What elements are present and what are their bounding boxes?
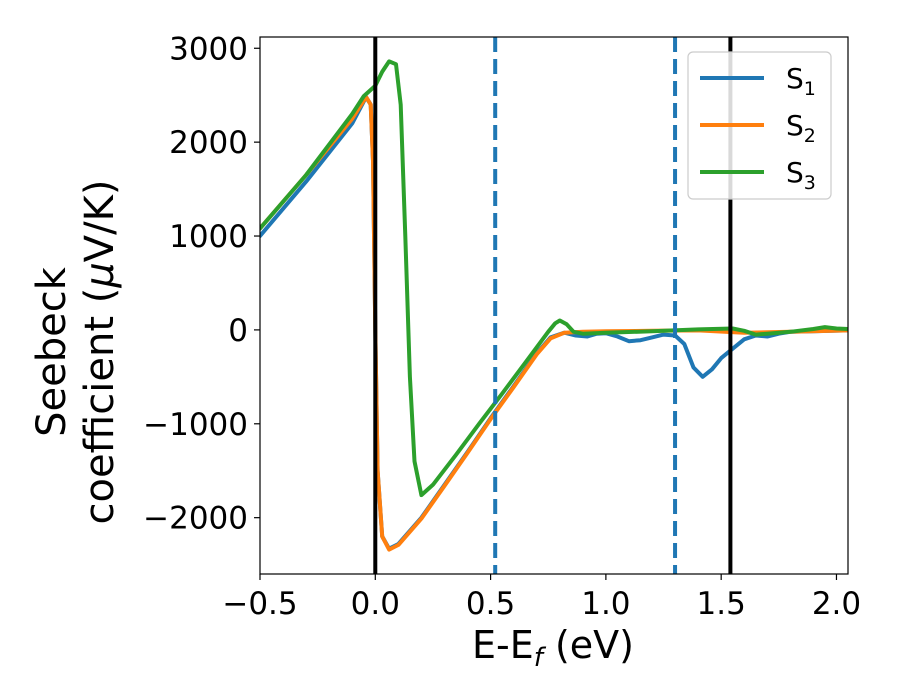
x-axis-label-main: E-E — [472, 623, 534, 667]
x-tick-label: 1.5 — [697, 586, 746, 622]
y-axis-label-pre: coefficient ( — [77, 288, 123, 525]
x-tick-label: 0.0 — [351, 586, 400, 622]
y-axis-label: Seebeck coefficient (μV/K) — [29, 180, 123, 525]
y-axis-label-line2: coefficient (μV/K) — [77, 180, 123, 525]
tick-marks: −0.5 0.0 0.5 1.0 1.5 2.0 −2000 −1000 0 1000 2000 30… — [143, 31, 861, 622]
x-tick-label: 0.5 — [466, 586, 515, 622]
legend-label-s1: S1 — [786, 62, 816, 100]
y-tick-label: 2000 — [169, 125, 248, 161]
legend: S1 S2 S3 — [687, 51, 832, 200]
x-axis-label: E-Ef (eV) — [472, 623, 634, 673]
y-tick-label: 0 — [228, 313, 248, 349]
legend-label-s2: S2 — [786, 109, 816, 147]
y-axis-label-line1: Seebeck — [29, 266, 75, 437]
axes-frame — [259, 36, 849, 575]
y-tick-label: −2000 — [143, 501, 248, 537]
axes-border — [259, 36, 849, 575]
x-axis-label-unit: (eV) — [543, 623, 634, 667]
y-tick-label: 1000 — [169, 219, 248, 255]
y-axis-label-post: V/K) — [77, 180, 123, 263]
y-axis-label-mu: μ — [77, 262, 123, 288]
y-tick-label: −1000 — [143, 407, 248, 443]
x-tick-label: 2.0 — [812, 586, 861, 622]
legend-label-s3: S3 — [786, 156, 816, 194]
x-tick-label: 1.0 — [581, 586, 630, 622]
series-line-s3 — [260, 59, 848, 498]
x-tick-label: −0.5 — [222, 586, 297, 622]
y-tick-label: 3000 — [169, 31, 248, 67]
